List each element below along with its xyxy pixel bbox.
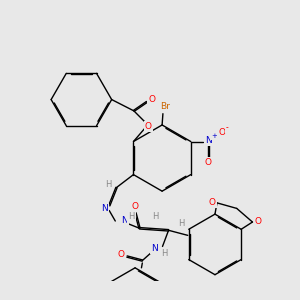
Text: O: O bbox=[208, 198, 216, 207]
Text: O: O bbox=[148, 95, 155, 104]
Text: H: H bbox=[152, 212, 158, 221]
Text: O: O bbox=[145, 122, 152, 131]
Text: Br: Br bbox=[160, 102, 170, 111]
Text: O: O bbox=[218, 128, 225, 137]
Text: H: H bbox=[161, 249, 168, 258]
Text: +: + bbox=[211, 133, 217, 139]
Text: N: N bbox=[101, 204, 108, 213]
Text: H: H bbox=[128, 212, 135, 221]
Text: N: N bbox=[151, 244, 158, 253]
Text: H: H bbox=[105, 180, 112, 189]
Text: O: O bbox=[205, 158, 212, 167]
Text: -: - bbox=[226, 123, 229, 132]
Text: O: O bbox=[117, 250, 124, 260]
Text: N: N bbox=[205, 136, 212, 145]
Text: O: O bbox=[255, 217, 262, 226]
Text: O: O bbox=[131, 202, 138, 211]
Text: N: N bbox=[121, 216, 128, 225]
Text: H: H bbox=[178, 218, 185, 227]
